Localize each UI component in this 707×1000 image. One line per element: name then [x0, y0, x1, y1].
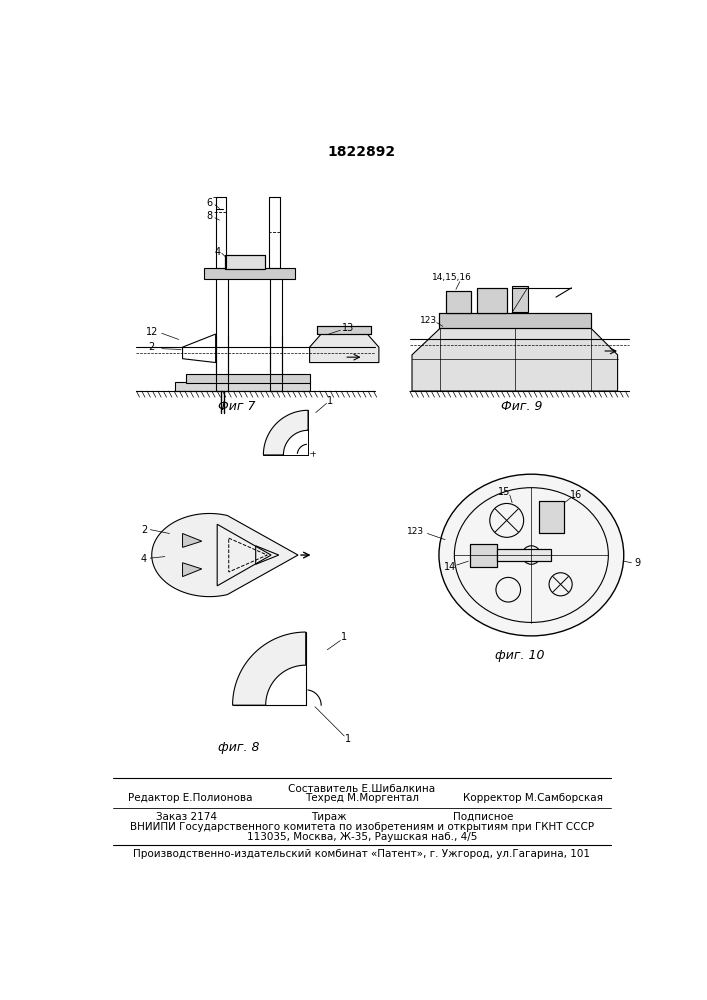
Bar	[477, 288, 507, 312]
Text: Заказ 2174: Заказ 2174	[156, 812, 216, 822]
Text: 16: 16	[570, 490, 582, 500]
Text: 13: 13	[342, 323, 354, 333]
Text: 113035, Москва, Ж-35, Раушская наб., 4/5: 113035, Москва, Ж-35, Раушская наб., 4/5	[247, 832, 477, 842]
Bar	[539, 501, 563, 533]
Text: 4: 4	[141, 554, 147, 564]
Bar	[446, 291, 471, 312]
Polygon shape	[310, 334, 379, 363]
Text: 4: 4	[214, 247, 221, 257]
Bar	[216, 197, 226, 268]
Bar	[317, 326, 371, 334]
Text: 2: 2	[141, 525, 147, 535]
Text: 1: 1	[341, 632, 347, 642]
Polygon shape	[152, 513, 298, 597]
Bar	[446, 291, 471, 312]
Text: 14,15,16: 14,15,16	[432, 273, 472, 282]
Text: Фиг 7: Фиг 7	[218, 400, 255, 413]
Text: фиг. 10: фиг. 10	[495, 649, 544, 662]
Text: 1822892: 1822892	[328, 145, 396, 159]
Polygon shape	[182, 563, 201, 577]
Text: 9: 9	[635, 558, 641, 568]
Bar	[539, 501, 563, 533]
Bar	[187, 374, 310, 383]
Bar	[469, 544, 497, 567]
Text: 2: 2	[148, 342, 155, 352]
Bar	[317, 326, 371, 334]
Polygon shape	[233, 632, 305, 705]
Text: Техред М.Моргентал: Техред М.Моргентал	[305, 793, 419, 803]
Bar	[269, 270, 282, 391]
Bar	[269, 197, 279, 268]
Bar	[225, 255, 265, 269]
Text: 6: 6	[206, 198, 213, 208]
Text: 123: 123	[421, 316, 438, 325]
Text: Подписное: Подписное	[452, 812, 513, 822]
Polygon shape	[264, 410, 308, 455]
Text: Корректор М.Самборская: Корректор М.Самборская	[463, 793, 603, 803]
Bar	[225, 255, 265, 269]
Text: 8: 8	[206, 211, 213, 221]
Text: Производственно-издательский комбинат «Патент», г. Ужгород, ул.Гагарина, 101: Производственно-издательский комбинат «П…	[134, 849, 590, 859]
Bar	[175, 382, 310, 391]
Text: Составитель Е.Шибалкина: Составитель Е.Шибалкина	[288, 784, 436, 794]
Text: 15: 15	[498, 487, 510, 497]
Bar	[439, 312, 590, 328]
Bar	[204, 268, 295, 279]
Text: Редактор Е.Полионова: Редактор Е.Полионова	[128, 793, 252, 803]
Text: 123: 123	[407, 527, 424, 536]
Bar	[497, 549, 551, 561]
Ellipse shape	[439, 474, 624, 636]
Text: Фиг. 9: Фиг. 9	[501, 400, 542, 413]
Text: ВНИИПИ Государственного комитета по изобретениям и открытиям при ГКНТ СССР: ВНИИПИ Государственного комитета по изоб…	[130, 822, 594, 832]
Text: 12: 12	[146, 327, 158, 337]
Polygon shape	[412, 328, 618, 391]
Bar	[216, 270, 228, 391]
Text: 14: 14	[445, 562, 457, 572]
Polygon shape	[182, 533, 201, 547]
Bar	[439, 312, 590, 328]
Text: 1: 1	[327, 396, 333, 406]
Text: фиг. 8: фиг. 8	[218, 741, 259, 754]
Bar	[512, 286, 527, 312]
Text: 1: 1	[345, 734, 351, 744]
Bar	[469, 544, 497, 567]
Bar	[477, 288, 507, 312]
Text: Тираж: Тираж	[311, 812, 346, 822]
Bar	[497, 549, 551, 561]
